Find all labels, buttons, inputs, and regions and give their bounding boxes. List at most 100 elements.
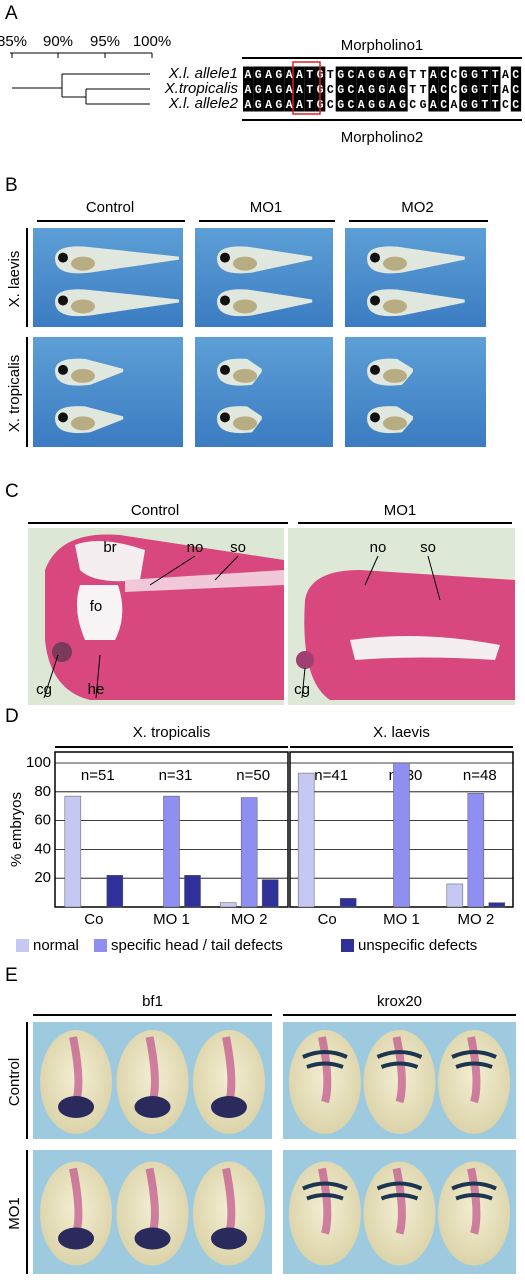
base-cell (479, 81, 491, 97)
base-cell (263, 96, 274, 112)
bar (261, 879, 279, 908)
stain (134, 1096, 171, 1118)
stain (210, 1227, 247, 1250)
stain (58, 1227, 95, 1250)
base-cell (428, 96, 439, 112)
gut (71, 299, 95, 314)
species-label: X.tropicalis (164, 80, 239, 97)
panel-label: E (5, 965, 18, 986)
base-cell (335, 81, 346, 97)
y-tick-label: 100 (26, 754, 51, 771)
base-cell (490, 96, 501, 112)
bar (467, 792, 485, 908)
embryo-photo (345, 228, 486, 327)
gut (383, 299, 407, 314)
histology-image (288, 528, 515, 705)
base-cell (356, 66, 367, 82)
embryo-photo (283, 1150, 516, 1274)
base-cell (273, 66, 285, 82)
eye (370, 364, 380, 375)
x-tick-label: MO 2 (231, 911, 268, 928)
leader-line (43, 654, 59, 699)
photo-background (195, 337, 333, 447)
legend-swatch (341, 939, 354, 952)
photo-background (33, 337, 183, 447)
y-tick-label: 60 (34, 812, 51, 829)
base-cell (356, 81, 367, 97)
bar (297, 772, 315, 908)
stain (302, 1050, 348, 1069)
base-cell (253, 81, 264, 97)
structure-label: cg (36, 681, 52, 698)
stain (376, 1050, 423, 1069)
base-cell (304, 96, 316, 112)
y-tick-label: 40 (34, 840, 51, 857)
row-header: MO1 (6, 1197, 23, 1230)
base-cell (325, 81, 336, 97)
stain (467, 1167, 481, 1235)
y-axis-label: % embryos (8, 792, 25, 867)
base-cell (325, 96, 336, 112)
gut (383, 368, 407, 383)
panel-label: B (5, 175, 18, 196)
base-cell (376, 81, 388, 97)
bar (184, 875, 201, 908)
annotation: n=41 (314, 767, 348, 784)
eye (370, 412, 380, 423)
eye (370, 295, 380, 306)
eye (370, 252, 380, 263)
base-cell (438, 96, 449, 112)
column-header: MO1 (384, 502, 417, 519)
base-cell (479, 96, 491, 112)
structure-label: no (187, 539, 204, 556)
base-cell (253, 66, 264, 82)
base-cell (294, 81, 305, 97)
base-cell (397, 96, 408, 112)
base-cell (407, 81, 419, 97)
eye (220, 252, 230, 263)
bar (163, 795, 180, 908)
base-cell (376, 66, 388, 82)
photo-background (345, 337, 486, 447)
stain (58, 1096, 95, 1118)
gut (383, 416, 407, 431)
base-cell (407, 66, 419, 82)
base-cell (387, 81, 398, 97)
gut (233, 368, 257, 383)
base-cell (428, 66, 439, 82)
base-cell (284, 66, 295, 82)
morpholino-label: Morpholino2 (341, 129, 424, 146)
eye (220, 364, 230, 375)
y-tick-label: 20 (34, 869, 51, 886)
leader-line (364, 555, 379, 586)
base-cell (335, 96, 346, 112)
leader-line (214, 555, 239, 581)
base-cell (469, 81, 480, 97)
base-cell (490, 66, 501, 82)
bar (339, 898, 357, 908)
annotation: n=31 (159, 767, 193, 784)
base-cell (243, 96, 254, 112)
base-cell (500, 66, 511, 82)
x-tick-label: MO 1 (383, 911, 420, 928)
base-cell (366, 81, 377, 97)
base-cell (356, 96, 367, 112)
base-cell (294, 96, 305, 112)
column-header: Control (86, 199, 134, 216)
legend-label: unspecific defects (358, 937, 477, 954)
leader-line (301, 667, 306, 699)
structure-label: no (370, 539, 387, 556)
start-codon-box (292, 61, 321, 115)
eye (220, 295, 230, 306)
base-cell (438, 66, 449, 82)
base-cell (253, 96, 264, 112)
base-cell (469, 96, 480, 112)
column-header: bf1 (142, 993, 163, 1010)
column-header: Control (131, 502, 179, 519)
base-cell (459, 66, 470, 82)
gut (233, 416, 257, 431)
base-cell (469, 66, 480, 82)
embryo-photo (33, 1022, 272, 1139)
structure-label: fo (90, 598, 103, 615)
